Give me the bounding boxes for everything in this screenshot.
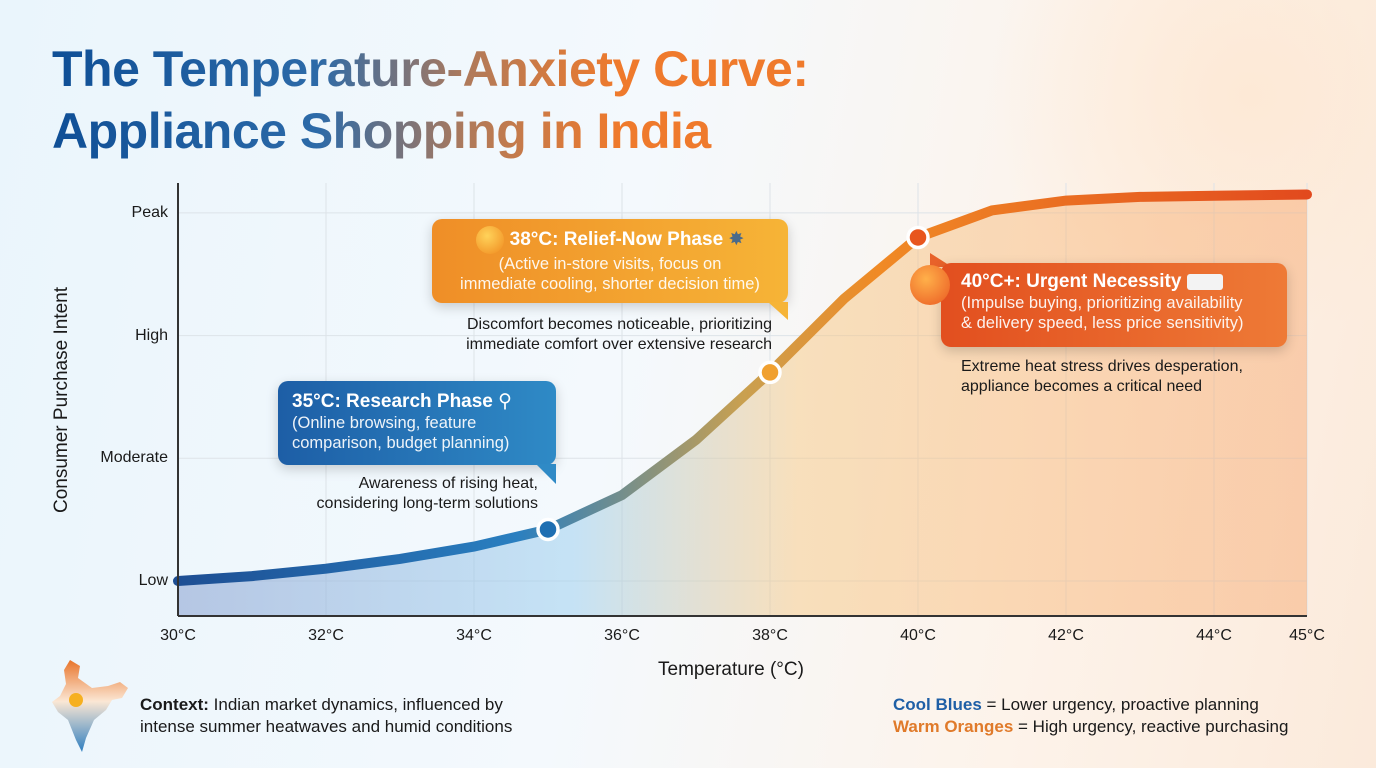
note-line: Discomfort becomes noticeable, prioritiz… — [466, 316, 772, 333]
data-marker-38 — [758, 360, 782, 385]
callout-tail — [768, 302, 788, 320]
note-line: immediate comfort over extensive researc… — [466, 336, 772, 353]
legend-item-warm: Warm Oranges = High urgency, reactive pu… — [893, 716, 1288, 738]
callout-heading: 38°C: Relief-Now Phase — [509, 229, 724, 251]
relief-note: Discomfort becomes noticeable, prioritiz… — [466, 315, 772, 355]
research-note: Awareness of rising heat, considering lo… — [317, 474, 538, 514]
context-note: Context: Indian market dynamics, influen… — [140, 694, 512, 738]
india-map-icon — [52, 660, 128, 752]
legend-label: Warm Oranges — [893, 717, 1014, 736]
x-tick-label: 32°C — [308, 627, 344, 644]
note-line: Awareness of rising heat, — [358, 475, 538, 492]
data-marker-40 — [906, 225, 930, 250]
legend-label: Cool Blues — [893, 695, 982, 714]
context-text: Indian market dynamics, influenced by — [208, 695, 503, 714]
legend-text: = High urgency, reactive purchasing — [1013, 717, 1289, 736]
x-tick-label: 30°C — [160, 627, 196, 644]
x-tick-label: 36°C — [604, 627, 640, 644]
x-tick-label: 44°C — [1196, 627, 1232, 644]
y-tick-label: Moderate — [100, 449, 168, 467]
legend-text: = Lower urgency, proactive planning — [981, 695, 1259, 714]
note-line: Extreme heat stress drives desperation, — [961, 358, 1243, 375]
urgent-note: Extreme heat stress drives desperation, … — [961, 357, 1243, 397]
callout-detail: immediate cooling, shorter decision time… — [460, 275, 760, 293]
legend-item-cool: Cool Blues = Lower urgency, proactive pl… — [893, 694, 1288, 716]
intent-curve-line — [173, 189, 1312, 586]
callout-tail — [536, 464, 556, 484]
y-tick-label: Peak — [131, 203, 168, 221]
x-tick-label: 38°C — [752, 627, 788, 644]
x-tick-label: 42°C — [1048, 627, 1084, 644]
context-label: Context: — [140, 695, 209, 714]
magnifier-icon: ⚲ — [498, 391, 513, 412]
callout-detail: (Active in-store visits, focus on — [498, 255, 722, 273]
color-legend: Cool Blues = Lower urgency, proactive pl… — [893, 694, 1288, 738]
callout-research-phase: 35°C: Research Phase ⚲ (Online browsing,… — [278, 381, 556, 465]
x-tick-label: 34°C — [456, 627, 492, 644]
hot-face-icon — [910, 265, 950, 305]
y-axis-label: Consumer Purchase Intent — [51, 286, 72, 514]
fan-icon: ✸ — [728, 229, 745, 251]
note-line: considering long-term solutions — [316, 495, 538, 512]
x-tick-label: 40°C — [900, 627, 936, 644]
context-text: intense summer heatwaves and humid condi… — [140, 717, 513, 736]
callout-detail: (Online browsing, feature comparison, bu… — [292, 414, 510, 452]
anxious-sweat-face-icon — [475, 226, 504, 254]
callout-relief-now-phase: 38°C: Relief-Now Phase ✸ (Active in-stor… — [432, 219, 788, 303]
air-conditioner-icon — [1186, 273, 1223, 290]
data-marker-35 — [536, 517, 560, 542]
y-tick-label: High — [135, 326, 168, 344]
callout-heading: 35°C: Research Phase — [292, 391, 493, 412]
callout-detail: (Impulse buying, prioritizing availabili… — [961, 294, 1243, 312]
x-tick-label: 45°C — [1289, 627, 1325, 644]
callout-urgent-necessity: 40°C+: Urgent Necessity (Impulse buying,… — [941, 263, 1287, 347]
x-axis-label: Temperature (°C) — [658, 659, 804, 680]
y-tick-label: Low — [138, 572, 168, 589]
callout-heading: 40°C+: Urgent Necessity — [961, 271, 1182, 292]
callout-detail: & delivery speed, less price sensitivity… — [961, 314, 1244, 332]
note-line: appliance becomes a critical need — [961, 378, 1203, 395]
